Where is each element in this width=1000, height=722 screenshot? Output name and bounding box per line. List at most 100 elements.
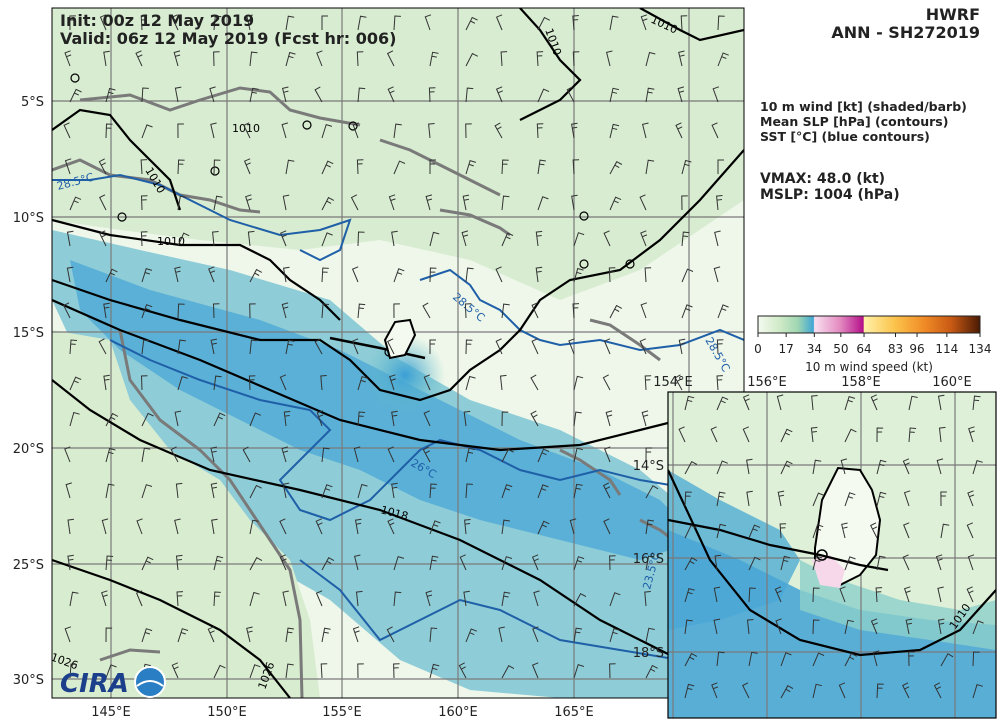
inset-lat-label: 14°S bbox=[633, 459, 664, 474]
wind-barb bbox=[357, 411, 366, 427]
wind-barb bbox=[69, 88, 82, 103]
wind-barb bbox=[64, 50, 72, 67]
wind-barb bbox=[135, 50, 143, 67]
wind-barb bbox=[609, 15, 619, 31]
wind-barb bbox=[386, 626, 395, 643]
wind-barb bbox=[645, 627, 655, 643]
wind-barb bbox=[393, 303, 400, 319]
wind-barb bbox=[875, 587, 883, 603]
colorbar: 0 17 34 50 64 83 96 114 134 10 m wind speed (kt) bbox=[754, 315, 991, 374]
wind-barb bbox=[640, 14, 648, 31]
wind-barb bbox=[105, 555, 114, 571]
wind-barb bbox=[247, 230, 255, 247]
wind-barb bbox=[213, 412, 226, 427]
wind-barb bbox=[285, 663, 294, 679]
wind-barb bbox=[207, 626, 215, 643]
wind-barb bbox=[213, 51, 220, 67]
wind-barb bbox=[210, 122, 217, 139]
wind-barb bbox=[66, 230, 74, 247]
wind-barb bbox=[105, 123, 113, 139]
mslp-value: MSLP: 1004 (hPa) bbox=[760, 187, 900, 203]
wind-barb bbox=[69, 15, 76, 31]
wind-barb bbox=[246, 14, 253, 31]
wind-barb bbox=[839, 586, 846, 603]
wind-barb bbox=[351, 266, 359, 283]
wind-barb bbox=[105, 483, 115, 499]
wind-barb bbox=[321, 232, 333, 247]
wind-barb bbox=[177, 375, 188, 391]
vmax-value: VMAX: 48.0 (kt) bbox=[760, 171, 885, 187]
wind-barb bbox=[531, 554, 539, 571]
wind-barb bbox=[213, 664, 226, 679]
wind-barb bbox=[175, 482, 183, 499]
wind-barb bbox=[716, 460, 728, 475]
wind-barb bbox=[967, 490, 975, 507]
wind-barb bbox=[281, 446, 289, 463]
wind-barb bbox=[678, 426, 686, 443]
wind-barb bbox=[940, 523, 950, 539]
wind-barb bbox=[645, 447, 653, 463]
wind-barb bbox=[210, 482, 218, 499]
wind-barb bbox=[498, 626, 505, 643]
wind-barb bbox=[285, 339, 295, 355]
wind-barb bbox=[684, 524, 697, 539]
wind-barb bbox=[716, 339, 724, 355]
wind-barb bbox=[677, 86, 685, 103]
wind-barb bbox=[717, 15, 725, 31]
wind-barb bbox=[429, 555, 439, 571]
wind-barb bbox=[844, 428, 857, 443]
wind-barb bbox=[644, 591, 651, 607]
wind-barb bbox=[465, 159, 477, 175]
wind-barb bbox=[716, 375, 723, 391]
wind-barb bbox=[573, 483, 583, 499]
wind-barb bbox=[393, 15, 401, 31]
wind-barb bbox=[494, 122, 503, 139]
wind-barb bbox=[281, 122, 289, 139]
wind-barb bbox=[315, 518, 323, 535]
wind-barb bbox=[281, 86, 289, 103]
lon-label: 150°E bbox=[207, 705, 247, 720]
wind-barb bbox=[716, 491, 726, 507]
wind-barb bbox=[640, 230, 648, 247]
wind-barb bbox=[644, 267, 652, 283]
wind-barb bbox=[746, 619, 754, 635]
wind-barb bbox=[141, 124, 153, 139]
wind-barb bbox=[812, 652, 825, 667]
wind-barb bbox=[675, 122, 683, 139]
wind-barb bbox=[678, 338, 686, 355]
wind-barb bbox=[780, 428, 793, 443]
wind-barb bbox=[812, 524, 824, 539]
wind-barb bbox=[105, 664, 117, 679]
lon-label: 145°E bbox=[91, 705, 131, 720]
wind-barb bbox=[282, 194, 290, 211]
wind-barb bbox=[141, 412, 154, 427]
wind-barb bbox=[350, 194, 359, 211]
wind-barb bbox=[429, 339, 436, 354]
wind-barb bbox=[285, 15, 295, 31]
wind-barb bbox=[681, 268, 694, 283]
wind-barb bbox=[210, 446, 218, 463]
wind-barb bbox=[640, 302, 648, 319]
wind-barb bbox=[386, 50, 395, 67]
colorbar-tick-label: 17 bbox=[779, 342, 794, 356]
wind-barb bbox=[211, 518, 218, 535]
wind-barb bbox=[938, 426, 946, 443]
wind-barb bbox=[684, 683, 695, 699]
wind-barb bbox=[902, 682, 910, 699]
wind-barb bbox=[357, 87, 366, 103]
wind-barb bbox=[940, 491, 947, 507]
wind-barb bbox=[566, 86, 575, 103]
wind-barb bbox=[315, 590, 323, 607]
colorbar-tick-label: 96 bbox=[909, 342, 924, 356]
wind-barb bbox=[501, 195, 510, 211]
wind-barb bbox=[283, 266, 290, 283]
wind-barb bbox=[212, 231, 219, 247]
wind-barb bbox=[355, 590, 363, 607]
wind-barb bbox=[776, 394, 784, 411]
wind-barb bbox=[609, 196, 622, 211]
wind-barb bbox=[645, 485, 659, 499]
colorbar-gradient bbox=[757, 315, 981, 334]
wind-barb bbox=[465, 123, 472, 139]
wind-barb bbox=[177, 195, 187, 211]
